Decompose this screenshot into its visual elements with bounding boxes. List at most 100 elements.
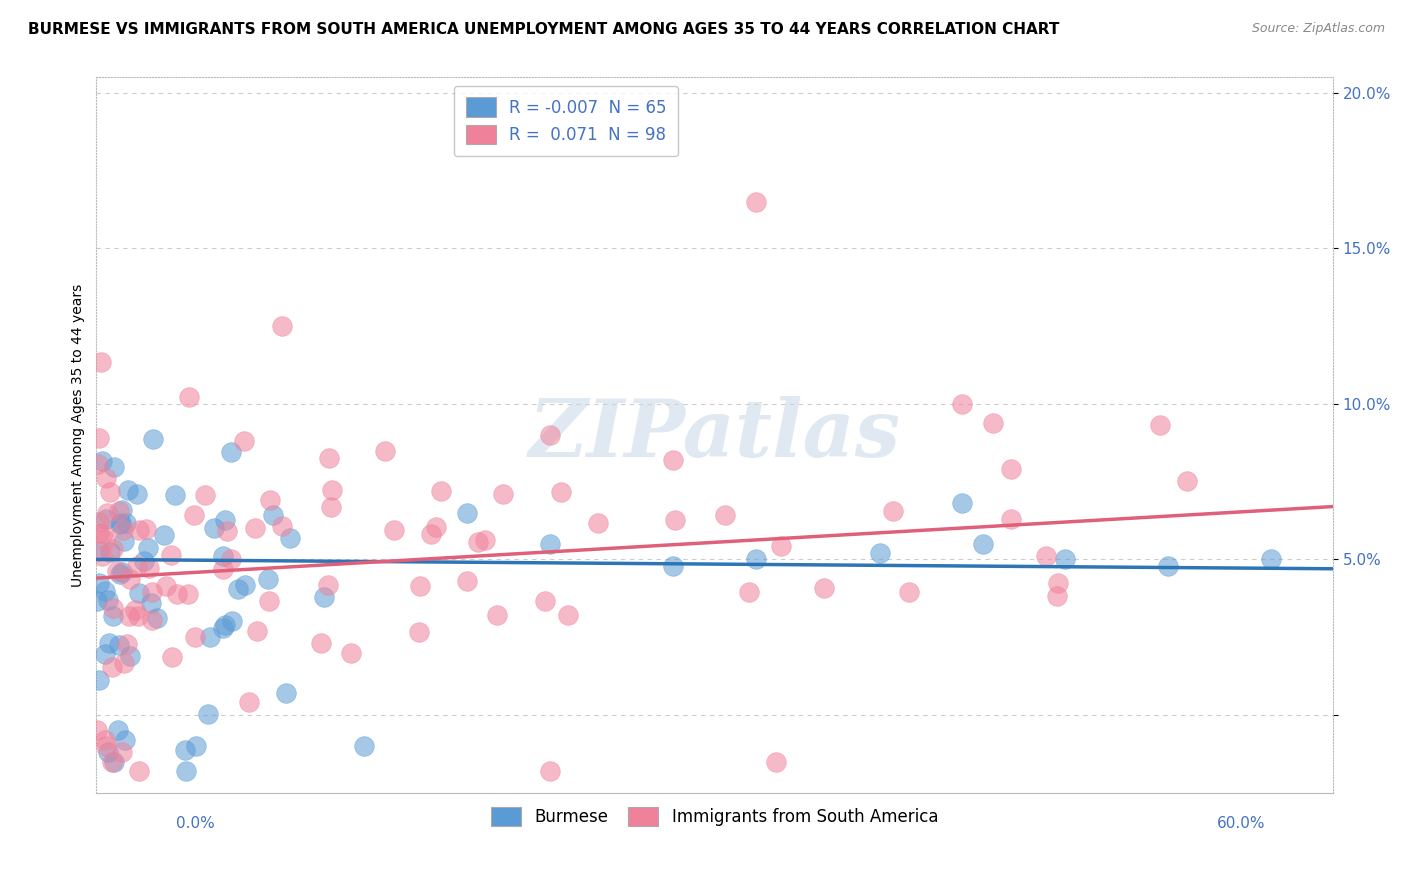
Point [124, 603, 146, 617]
Point [270, 519, 292, 533]
Point [176, 586, 198, 600]
Point [94, 533, 117, 547]
Point [869, 546, 891, 560]
Point [117, 637, 139, 651]
Point [738, 584, 761, 599]
Point [141, 613, 163, 627]
Point [96, 506, 118, 520]
Point [127, 609, 149, 624]
Point [87, 458, 110, 472]
Point [127, 487, 149, 501]
Point [141, 433, 163, 447]
Point [882, 504, 904, 518]
Point [340, 646, 363, 660]
Point [745, 194, 768, 209]
Point [550, 484, 572, 499]
Text: BURMESE VS IMMIGRANTS FROM SOUTH AMERICA UNEMPLOYMENT AMONG AGES 35 TO 44 YEARS : BURMESE VS IMMIGRANTS FROM SOUTH AMERICA… [28, 22, 1060, 37]
Point [226, 582, 249, 597]
Point [770, 539, 793, 553]
Point [194, 488, 217, 502]
Point [115, 516, 138, 530]
Point [215, 524, 238, 539]
Point [972, 537, 994, 551]
Point [91, 549, 114, 563]
Point [1000, 461, 1022, 475]
Point [132, 554, 155, 568]
Point [110, 516, 132, 530]
Point [97, 745, 120, 759]
Point [382, 523, 405, 537]
Point [662, 558, 685, 573]
Point [538, 764, 561, 778]
Point [588, 516, 610, 530]
Point [474, 533, 496, 548]
Point [1053, 552, 1076, 566]
Point [200, 630, 222, 644]
Point [103, 460, 125, 475]
Legend: Burmese, Immigrants from South America: Burmese, Immigrants from South America [482, 798, 946, 834]
Point [662, 453, 685, 467]
Point [211, 549, 233, 563]
Point [309, 636, 332, 650]
Point [664, 512, 686, 526]
Point [111, 503, 134, 517]
Point [96, 739, 118, 753]
Point [745, 552, 768, 566]
Point [202, 521, 225, 535]
Point [86, 723, 108, 738]
Point [125, 558, 148, 573]
Point [981, 416, 1004, 430]
Point [1046, 589, 1069, 603]
Point [101, 541, 124, 556]
Point [94, 648, 117, 662]
Point [765, 755, 787, 769]
Point [467, 535, 489, 549]
Point [1046, 576, 1069, 591]
Text: 0.0%: 0.0% [176, 816, 215, 831]
Point [245, 521, 267, 535]
Point [174, 743, 197, 757]
Point [270, 319, 292, 334]
Point [103, 609, 125, 624]
Point [101, 660, 124, 674]
Point [950, 496, 973, 510]
Point [233, 434, 256, 448]
Point [103, 755, 125, 769]
Point [274, 686, 297, 700]
Point [87, 431, 110, 445]
Point [221, 615, 243, 629]
Point [314, 590, 336, 604]
Point [409, 579, 432, 593]
Point [318, 450, 340, 465]
Point [94, 471, 117, 485]
Point [174, 764, 197, 778]
Point [950, 397, 973, 411]
Point [145, 611, 167, 625]
Point [538, 428, 561, 442]
Point [538, 537, 561, 551]
Point [108, 504, 131, 518]
Point [89, 544, 111, 558]
Point [353, 739, 375, 753]
Point [214, 618, 236, 632]
Point [89, 526, 111, 541]
Point [128, 523, 150, 537]
Point [90, 454, 112, 468]
Point [120, 572, 142, 586]
Point [139, 596, 162, 610]
Point [107, 638, 129, 652]
Point [319, 500, 342, 514]
Point [557, 607, 579, 622]
Point [262, 508, 284, 522]
Point [94, 732, 117, 747]
Point [1157, 558, 1180, 573]
Point [238, 695, 260, 709]
Point [257, 593, 280, 607]
Point [118, 608, 141, 623]
Point [101, 600, 124, 615]
Point [111, 523, 134, 537]
Point [166, 587, 188, 601]
Point [87, 576, 110, 591]
Point [420, 527, 443, 541]
Point [153, 527, 176, 541]
